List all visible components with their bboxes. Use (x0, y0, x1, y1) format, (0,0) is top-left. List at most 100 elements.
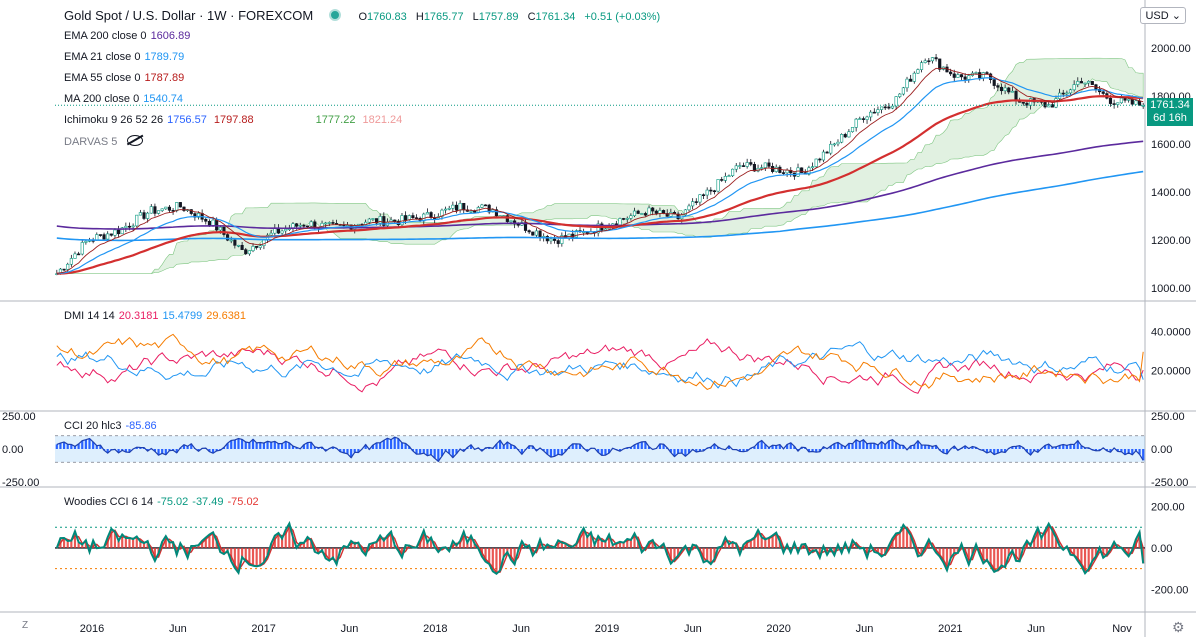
cci-bar (397, 438, 400, 449)
candle-body (324, 222, 328, 225)
cci-bar (182, 444, 186, 449)
woodies-hist-bar (237, 547, 240, 573)
woodies-hist-bar (357, 542, 360, 548)
candle-body (138, 212, 142, 216)
legend-woodies[interactable]: Woodies CCI 6 14 -75.02 -37.49 -75.02 (64, 496, 259, 508)
ohlc-readout: O1760.83 H1765.77 L1757.89 C1761.34 +0.5… (358, 11, 661, 23)
timezone-z-icon[interactable]: Z (22, 620, 29, 631)
legend-ichimoku[interactable]: Ichimoku 9 26 52 26 1756.57 1797.88 1777.2… (64, 114, 403, 126)
legend-dmi[interactable]: DMI 14 14 20.3181 15.4799 29.6381 (64, 310, 247, 322)
cci-bar (876, 444, 880, 449)
woodies-hist-bar (589, 532, 593, 548)
woodies-hist-bar (371, 543, 375, 548)
cci-left-tick-label: 0.00 (2, 444, 23, 456)
legend-darvas[interactable]: DARVAS 5 (64, 135, 147, 148)
cci-bar (909, 445, 912, 449)
candle-body (963, 76, 967, 80)
candle-body (709, 189, 713, 192)
legend-ma200[interactable]: MA 200 close 0 1540.74 (64, 93, 183, 105)
cci-bar (342, 449, 345, 453)
woodies-hist-bar (211, 532, 215, 548)
cci-bar (88, 438, 91, 449)
cci-bar (331, 446, 335, 449)
candle-body (149, 206, 153, 214)
candle-body (302, 224, 306, 227)
cci-bar (760, 440, 763, 449)
cci-bar (1127, 449, 1130, 453)
cci-bar (934, 445, 938, 449)
cci-bar (607, 449, 611, 454)
candle-body (981, 72, 985, 79)
candle-body (218, 226, 222, 231)
candle-body (255, 246, 259, 248)
cci-bar (502, 445, 505, 449)
cci-bar (1054, 446, 1058, 449)
candle-body (109, 233, 113, 236)
legend-ema55[interactable]: EMA 55 close 0 1787.89 (64, 72, 185, 84)
cci-bar (306, 442, 309, 449)
candle-body (1101, 91, 1105, 94)
currency-selector[interactable]: USD ⌄ (1140, 7, 1186, 24)
cci-bar (862, 439, 865, 449)
gear-icon[interactable]: ⚙ (1172, 619, 1185, 635)
candle-body (999, 86, 1004, 92)
cci-bar (168, 449, 171, 451)
cci-bar (629, 447, 632, 449)
cci-bar (1000, 449, 1003, 452)
woodies-hist-bar (902, 524, 905, 548)
woodies-hist-bar (1007, 547, 1010, 556)
cci-bar (964, 445, 967, 449)
woodies-hist-bar (709, 547, 712, 565)
time-label: Jun (512, 623, 530, 635)
cci-bar (520, 449, 523, 455)
cci-bar (1073, 444, 1076, 449)
candle-body (847, 131, 851, 138)
cci-bar (884, 444, 887, 449)
cci-bar (687, 449, 691, 454)
legend-cci[interactable]: CCI 20 hlc3 -85.86 (64, 420, 157, 432)
cci-bar (684, 449, 687, 457)
cci-bar (211, 449, 215, 454)
woodies-hist-bar (920, 547, 923, 555)
woodies-hist-bar (531, 547, 534, 556)
cci-bar (771, 445, 774, 449)
cci-bar (713, 443, 716, 449)
woodies-hist-bar (459, 540, 462, 548)
bar-countdown: 6d 16h (1153, 112, 1187, 125)
candle-body (1134, 100, 1138, 105)
market-status-icon (328, 9, 341, 21)
woodies-hist-bar (760, 537, 763, 548)
symbol-title[interactable]: Gold Spot / U.S. Dollar · 1W · FOREXCOM (64, 8, 314, 23)
time-label: Jun (169, 623, 187, 635)
cci-bar (1051, 447, 1054, 449)
woodies-hist-bar (637, 541, 640, 548)
cci-bar (498, 440, 502, 449)
cci-bar (1142, 449, 1145, 461)
ohlc-close: 1761.34 (535, 11, 576, 23)
cci-bar (549, 449, 553, 458)
woodies-hist-bar (629, 540, 632, 548)
candle-body (781, 172, 786, 174)
woodies-hist-bar (251, 547, 255, 566)
hidden-eye-icon[interactable] (127, 135, 144, 146)
candle-body (967, 75, 971, 80)
cci-bar (1058, 445, 1061, 449)
cci-bar (1069, 444, 1072, 449)
woodies-hist-bar (538, 539, 542, 548)
time-label: Jun (856, 623, 874, 635)
woodies-hist-bar (520, 541, 523, 548)
candle-body (494, 209, 499, 217)
woodies-hist-bar (462, 531, 465, 548)
legend-ema21[interactable]: EMA 21 close 0 1789.79 (64, 51, 185, 63)
legend-ema200[interactable]: EMA 200 close 0 1606.89 (64, 30, 191, 42)
cci-bar (451, 449, 454, 458)
candle-body (858, 118, 862, 120)
candle-body (447, 207, 451, 210)
cci-bar (836, 442, 840, 449)
cci-bar (121, 449, 124, 451)
candle-body (887, 106, 891, 109)
ohlc-high: 1765.77 (423, 11, 464, 23)
woodies-hist-bar (753, 537, 756, 548)
cci-bar (379, 442, 382, 449)
